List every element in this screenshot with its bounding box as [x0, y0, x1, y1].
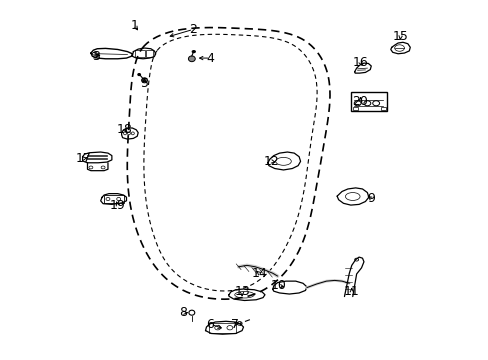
Bar — [146, 50, 153, 57]
Bar — [104, 195, 123, 203]
Text: 1: 1 — [131, 19, 139, 32]
Ellipse shape — [142, 78, 147, 83]
Bar — [209, 323, 236, 333]
Bar — [380, 107, 385, 111]
Text: 4: 4 — [206, 51, 214, 64]
Ellipse shape — [138, 74, 140, 76]
Text: 7: 7 — [230, 318, 238, 331]
Text: 14: 14 — [251, 267, 266, 280]
Text: 5: 5 — [140, 77, 148, 90]
Text: 9: 9 — [366, 192, 374, 205]
Text: 11: 11 — [343, 285, 359, 298]
Bar — [350, 93, 386, 111]
Text: 8: 8 — [179, 306, 187, 319]
Text: 16: 16 — [352, 56, 367, 69]
Text: 18: 18 — [117, 123, 133, 136]
Ellipse shape — [192, 51, 195, 53]
Bar — [352, 107, 357, 111]
Ellipse shape — [188, 56, 195, 62]
Text: 12: 12 — [263, 155, 279, 168]
Bar — [135, 50, 145, 57]
Text: 19: 19 — [110, 199, 125, 212]
Text: 17: 17 — [76, 152, 91, 165]
Text: 20: 20 — [352, 95, 368, 108]
Text: 6: 6 — [206, 318, 214, 331]
Text: 13: 13 — [234, 285, 249, 298]
Text: 10: 10 — [270, 279, 286, 292]
Text: 3: 3 — [92, 50, 100, 63]
Text: 2: 2 — [189, 23, 197, 36]
Text: 15: 15 — [392, 30, 407, 43]
